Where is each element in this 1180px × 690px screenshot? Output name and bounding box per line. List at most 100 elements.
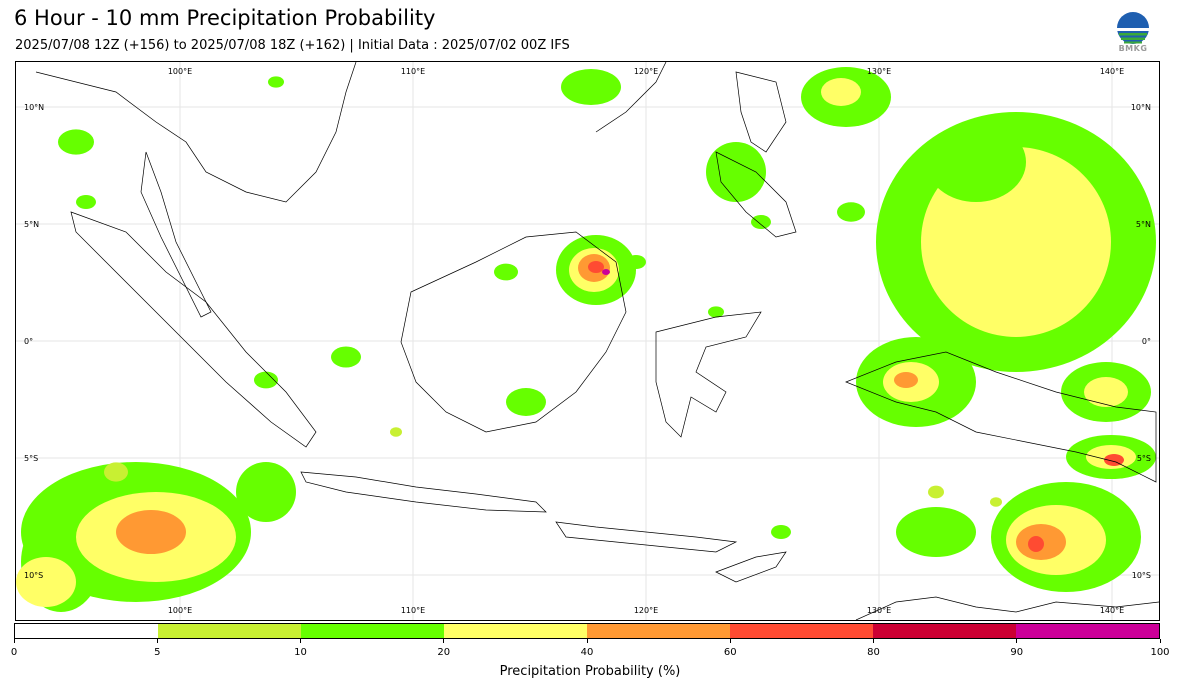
colorbar-label: Precipitation Probability (%) [499, 664, 681, 679]
coastline [855, 596, 1159, 620]
lon-label-top: 100°E [168, 67, 192, 76]
lon-label-bottom: 120°E [634, 606, 658, 615]
lat-label-left: 10°S [24, 571, 43, 580]
lon-label-bottom: 140°E [1100, 606, 1124, 615]
logo-text: BMKG [1118, 44, 1148, 53]
rain-area-orange [116, 510, 186, 554]
rain-area-green [708, 306, 724, 318]
lon-label-bottom: 110°E [401, 606, 425, 615]
colorbar-tick-mark [586, 639, 588, 643]
coastline [35, 62, 357, 203]
colorbar-tick-mark [443, 639, 445, 643]
lon-label-top: 110°E [401, 67, 425, 76]
lat-label-right: 5°N [1136, 220, 1151, 229]
coastline [300, 471, 547, 513]
rain-area-green [626, 255, 646, 269]
colorbar-segment [587, 624, 730, 638]
colorbar-tick-label: 10 [294, 647, 307, 658]
lon-label-bottom: 100°E [168, 606, 192, 615]
map-title: 6 Hour - 10 mm Precipitation Probability [14, 6, 436, 30]
lat-label-right: 10°S [1132, 571, 1151, 580]
map-canvas: 100°E 100°E 110°E 110°E 120°E 120°E 130°E 130°E… [16, 62, 1159, 620]
lon-label-top: 140°E [1100, 67, 1124, 76]
colorbar-segment [730, 624, 873, 638]
rain-area-green [926, 122, 1026, 202]
coastline [70, 211, 317, 448]
rain-area-green [494, 263, 518, 281]
colorbar-tick-mark [1159, 639, 1161, 643]
coastline [595, 62, 667, 133]
colorbar [14, 623, 1160, 639]
rain-area-lime [990, 497, 1002, 507]
rain-area-yellow [821, 78, 861, 106]
colorbar-tick-mark [300, 639, 301, 643]
probability-fields [16, 67, 1156, 612]
rain-area-green [561, 69, 621, 105]
lat-label-right: 0° [1142, 337, 1151, 346]
lon-label-bottom: 130°E [867, 606, 891, 615]
precipitation-map[interactable]: 100°E 100°E 110°E 110°E 120°E 120°E 130°E 130°E… [15, 61, 1160, 621]
colorbar-tick-mark [156, 639, 158, 643]
lat-label-left: 10°N [24, 103, 44, 112]
rain-area-green [76, 195, 96, 209]
rain-area-green [506, 388, 546, 416]
colorbar-tick-label: 20 [437, 647, 451, 658]
rain-area-yellow [1084, 377, 1128, 407]
colorbar-tick-label: 40 [580, 647, 594, 658]
lat-label-left: 5°S [24, 454, 38, 463]
lat-label-right: 5°S [1137, 454, 1151, 463]
rain-area-green [706, 142, 766, 202]
colorbar-segment [15, 624, 158, 638]
map-subtitle: 2025/07/08 12Z (+156) to 2025/07/08 18Z … [15, 38, 570, 53]
coastline [140, 151, 212, 318]
colorbar-tick-label: 5 [154, 647, 161, 658]
colorbar-tick-label: 100 [1150, 647, 1170, 658]
rain-area-lime [104, 462, 128, 482]
colorbar-tick-mark [873, 639, 874, 643]
colorbar-tick-mark [1016, 639, 1018, 643]
lat-label-left: 5°N [24, 220, 39, 229]
lon-label-top: 120°E [634, 67, 658, 76]
coastlines [35, 62, 1159, 620]
coastline [715, 151, 797, 238]
rain-area-green [331, 346, 361, 368]
coastline [400, 231, 627, 433]
rain-area-red [1028, 536, 1044, 552]
rain-area-green [236, 462, 296, 522]
colorbar-segment [301, 624, 444, 638]
rain-area-green [896, 507, 976, 557]
coastline [555, 521, 738, 553]
rain-area-green [58, 129, 94, 155]
colorbar-tick-mark [13, 639, 15, 643]
colorbar-segment [444, 624, 587, 638]
colorbar-tick-label: 80 [867, 647, 880, 658]
rain-area-magenta [602, 269, 610, 275]
rain-area-orange [894, 372, 918, 388]
colorbar-tick-label: 0 [10, 647, 18, 658]
coastline [715, 551, 787, 583]
lon-label-top: 130°E [867, 67, 891, 76]
bmkg-logo-icon [1113, 10, 1153, 56]
colorbar-tick-label: 60 [723, 647, 737, 658]
colorbar-tick-label: 90 [1010, 647, 1024, 658]
rain-area-lime [390, 427, 402, 437]
rain-area-green [837, 202, 865, 222]
rain-area-red [588, 261, 604, 273]
rain-area-lime [928, 485, 944, 499]
rain-area-green [254, 371, 278, 389]
rain-area-green [268, 76, 284, 88]
coastline [735, 71, 787, 153]
rain-area-green [771, 525, 791, 539]
colorbar-tick-mark [729, 639, 731, 643]
colorbar-segment [873, 624, 1016, 638]
grid-labels: 100°E 100°E 110°E 110°E 120°E 120°E 130°E 130°E… [24, 67, 1151, 615]
colorbar-segment [158, 624, 301, 638]
lat-label-left: 0° [24, 337, 33, 346]
lat-label-right: 10°N [1131, 103, 1151, 112]
rain-area-red [1104, 454, 1124, 466]
colorbar-segment [1016, 624, 1159, 638]
coastline [845, 351, 1157, 483]
rain-area-yellow [16, 557, 76, 607]
rain-area-green [751, 215, 771, 229]
coastline [655, 311, 762, 438]
